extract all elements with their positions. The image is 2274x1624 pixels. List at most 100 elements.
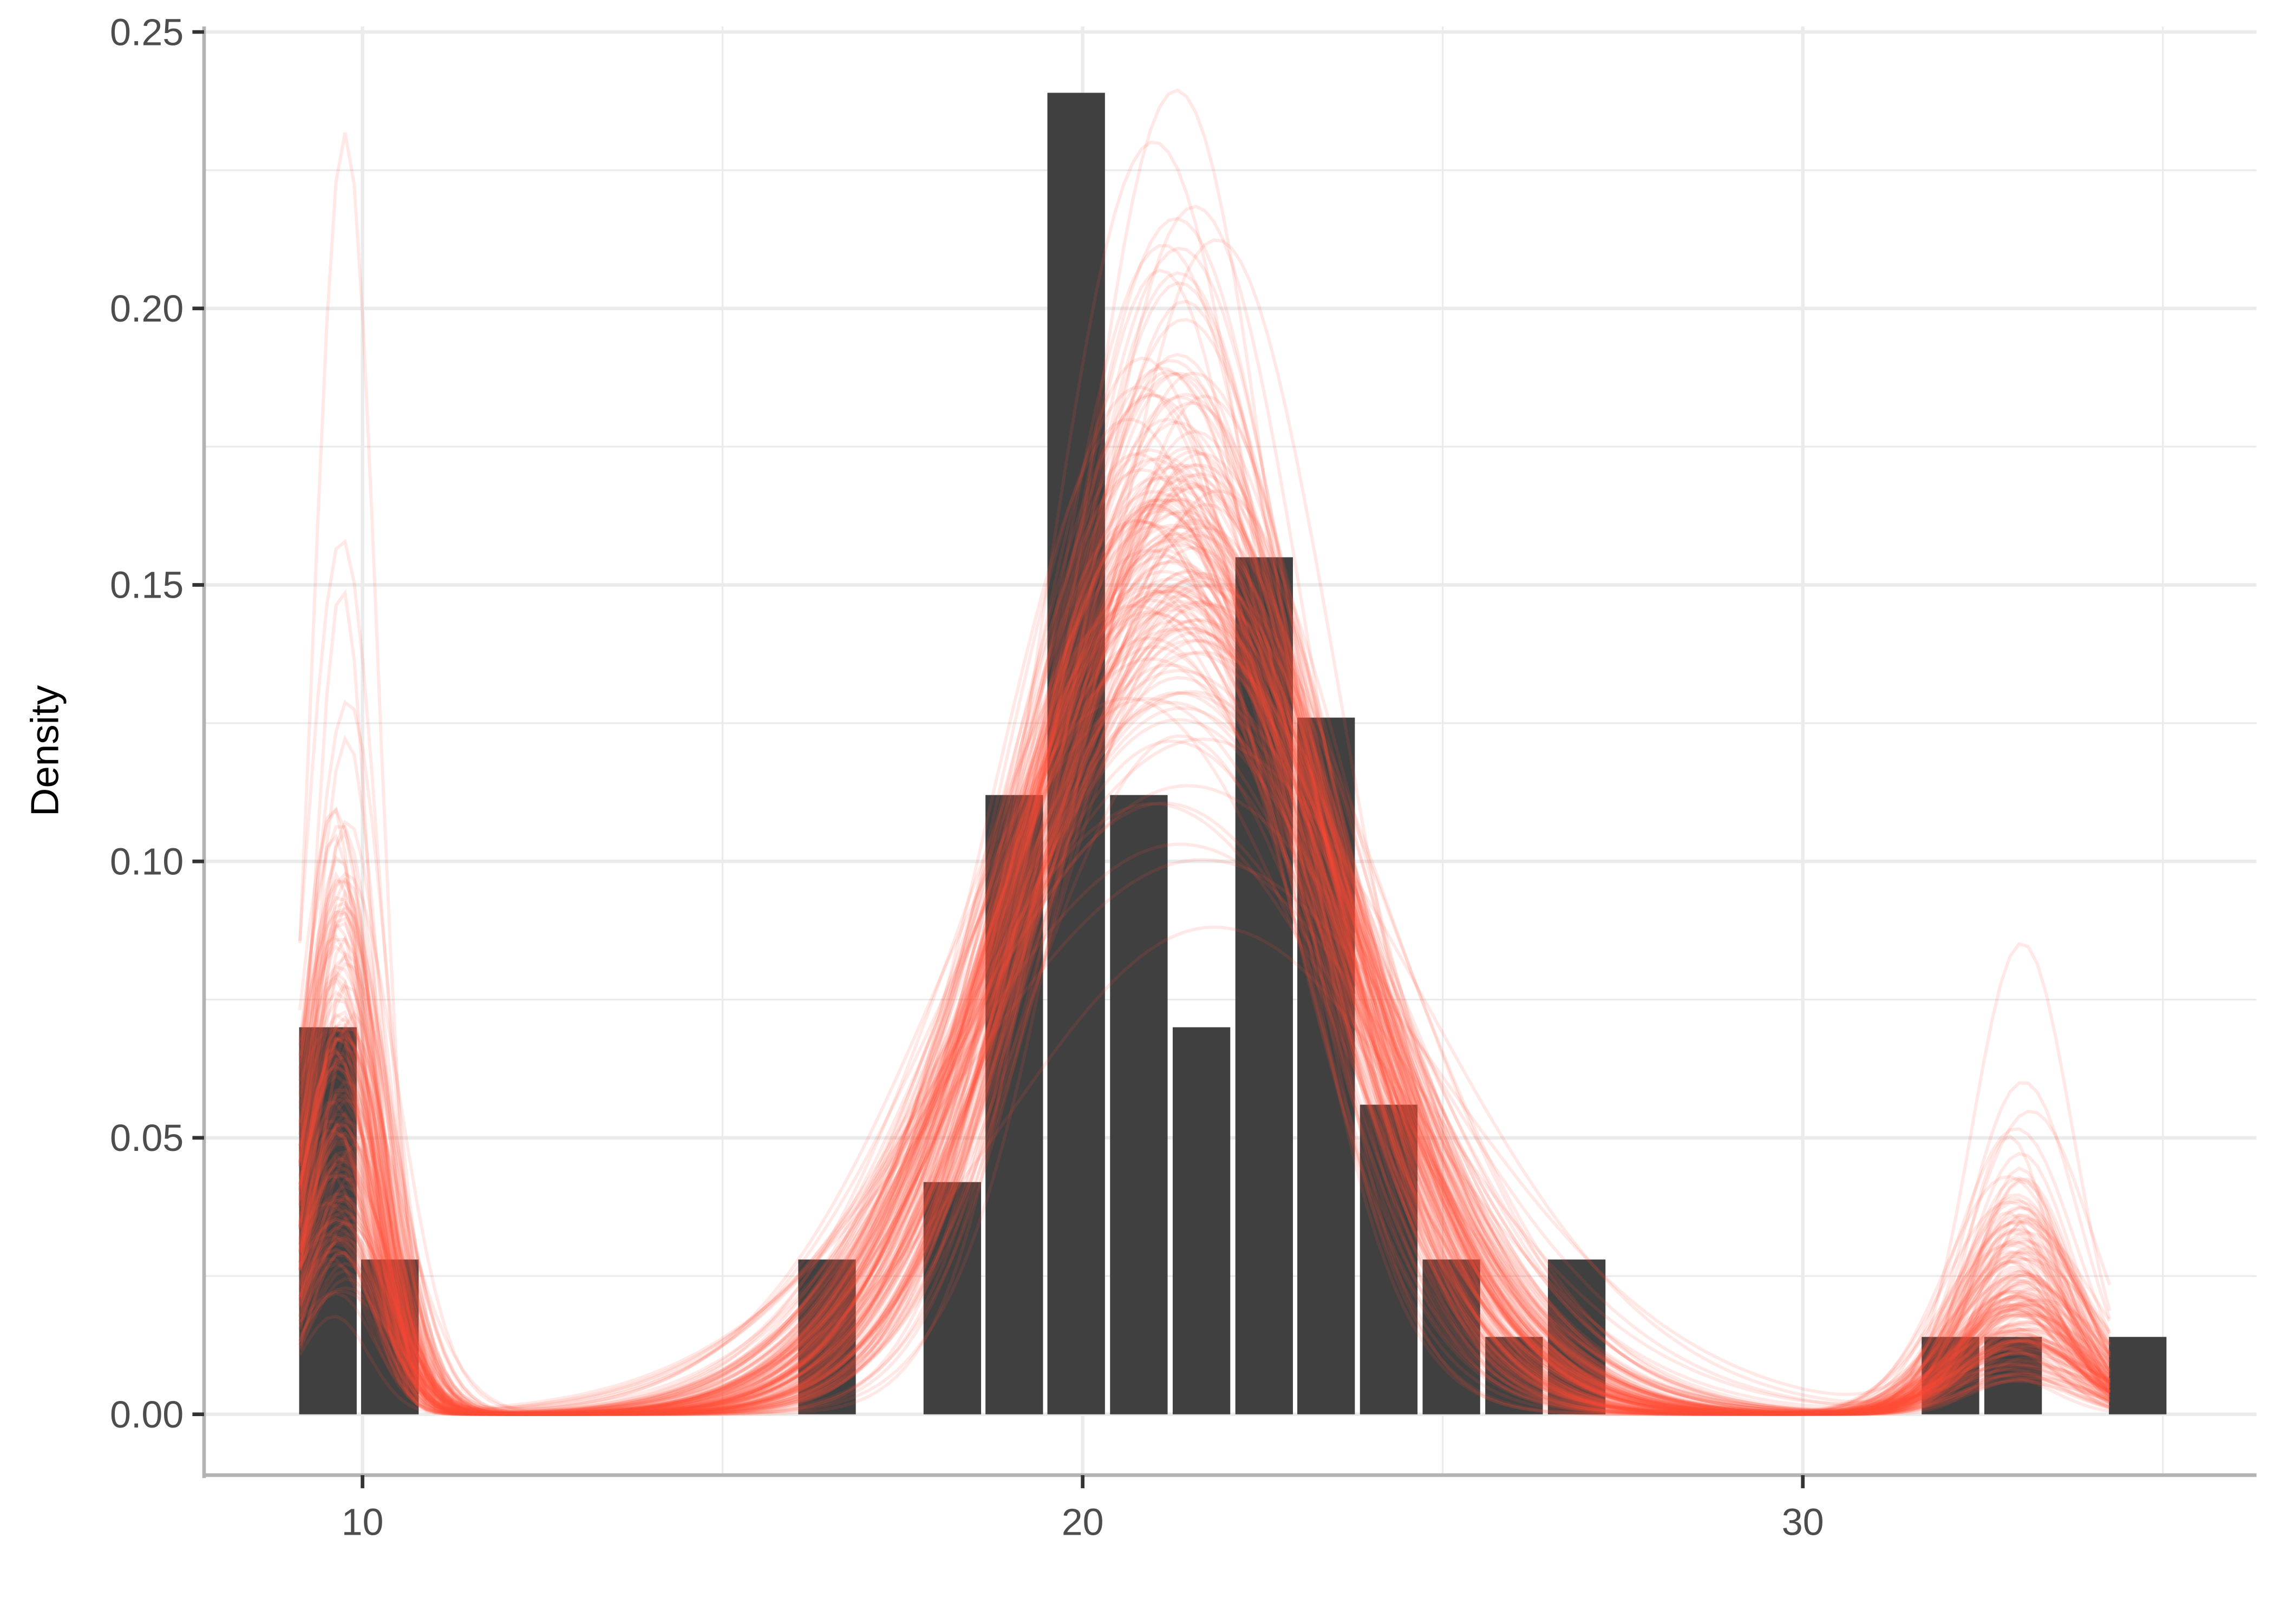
histogram-bar	[923, 1182, 982, 1415]
density-draw-line	[298, 579, 2111, 1416]
density-draw-line	[298, 584, 2111, 1416]
density-draw-line	[298, 476, 2111, 1416]
histogram-bar	[798, 1259, 856, 1415]
density-draw-line	[298, 394, 2111, 1416]
density-draw-line	[298, 735, 2111, 1411]
density-draw-line	[298, 385, 2110, 1416]
density-draw-line	[298, 463, 2111, 1416]
density-draw-line	[298, 392, 2111, 1416]
density-draw-line	[298, 555, 2111, 1416]
density-draw-line	[298, 521, 2111, 1416]
density-draw-line	[298, 421, 2111, 1416]
density-draw-line	[298, 619, 2110, 1416]
density-draw-line	[298, 539, 2112, 1416]
density-draw-line	[298, 706, 2111, 1415]
histogram-bar	[1235, 557, 1293, 1415]
density-draw-line	[298, 452, 2111, 1416]
density-draw-line	[298, 539, 2111, 1416]
density-draw-line	[298, 560, 2111, 1416]
density-draw-line	[298, 498, 2111, 1416]
density-draw-line	[298, 612, 2111, 1416]
density-draw-line	[298, 604, 2111, 1416]
density-draw-line	[298, 594, 2110, 1416]
x-tick-label: 10	[342, 1501, 384, 1543]
density-draw-line	[298, 88, 2111, 1416]
density-draw-line	[298, 509, 2110, 1416]
density-draw-line	[298, 318, 2110, 1416]
histogram-bar	[985, 795, 1043, 1415]
histogram-bar	[1297, 717, 1355, 1415]
density-draw-line	[298, 585, 2111, 1416]
density-draw-line	[298, 630, 2111, 1416]
y-tick-label: 0.10	[110, 840, 184, 882]
density-draw-line	[298, 584, 2110, 1416]
density-draw-line	[298, 604, 2111, 1416]
density-draw-line	[298, 618, 2110, 1416]
density-draw-line	[298, 577, 2111, 1416]
density-draw-line	[298, 626, 2111, 1416]
density-draw-line	[298, 511, 2110, 1416]
histogram-bar	[1485, 1337, 1543, 1415]
density-draw-line	[298, 246, 2110, 1416]
density-draw-line	[298, 475, 2111, 1416]
density-draw-line	[298, 575, 2111, 1416]
density-draw-line	[298, 600, 2111, 1416]
density-draw-line	[298, 663, 2111, 1415]
density-draw-line	[298, 636, 2111, 1416]
density-draw-line	[298, 618, 2111, 1416]
density-draw-line	[298, 569, 2111, 1416]
density-draw-line	[298, 600, 2112, 1416]
density-draw-line	[298, 603, 2110, 1416]
density-draw-line	[298, 417, 2110, 1416]
density-draw-line	[298, 657, 2110, 1416]
density-draw-line	[298, 584, 2110, 1416]
density-draw-line	[298, 392, 2111, 1416]
density-draw-line	[298, 503, 2111, 1416]
density-draw-line	[298, 372, 2110, 1416]
density-draw-line	[298, 651, 2111, 1416]
density-draw-line	[298, 482, 2111, 1416]
density-draw-line	[298, 559, 2110, 1416]
density-draw-line	[298, 205, 2110, 1416]
density-draw-line	[298, 608, 2111, 1416]
density-draw-line	[298, 518, 2111, 1416]
density-draw-line	[298, 359, 2110, 1416]
density-draw-line	[298, 269, 2111, 1416]
density-draw-line	[298, 572, 2111, 1416]
density-draw-line	[298, 450, 2111, 1416]
density-draw-line	[298, 600, 2111, 1416]
density-draw-line	[298, 519, 2111, 1416]
density-draw-line	[298, 502, 2111, 1416]
histogram-bar	[1047, 93, 1105, 1415]
density-draw-line	[298, 499, 2111, 1416]
density-draw-line	[298, 238, 2110, 1416]
density-draw-line	[298, 691, 2110, 1415]
density-draw-line	[298, 370, 2111, 1416]
density-draw-line	[298, 610, 2111, 1416]
density-draw-line	[298, 802, 2111, 1414]
density-draw-line	[298, 858, 2111, 1409]
density-draw-line	[298, 589, 2111, 1416]
y-tick-label: 0.05	[110, 1117, 184, 1159]
density-draw-line	[298, 519, 2111, 1416]
y-tick-label: 0.20	[110, 287, 184, 330]
density-draw-line	[298, 543, 2110, 1416]
density-draw-line	[298, 468, 2110, 1416]
histogram-bar	[1922, 1337, 1979, 1415]
density-draw-line	[298, 691, 2111, 1413]
density-draw-line	[298, 718, 2111, 1414]
histogram-bar	[1984, 1337, 2042, 1415]
density-draw-line	[298, 394, 2110, 1416]
density-draw-line	[298, 585, 2111, 1416]
x-tick-label: 20	[1062, 1501, 1104, 1543]
histogram-bars	[299, 93, 2167, 1415]
density-draw-line	[298, 463, 2110, 1416]
density-draw-line	[298, 472, 2111, 1416]
histogram-bar	[2109, 1337, 2167, 1415]
density-draw-line	[298, 451, 2111, 1416]
density-draw-line	[298, 526, 2111, 1416]
density-draw-line	[298, 676, 2111, 1416]
density-draw-line	[298, 487, 2111, 1416]
density-draw-line	[298, 271, 2111, 1416]
